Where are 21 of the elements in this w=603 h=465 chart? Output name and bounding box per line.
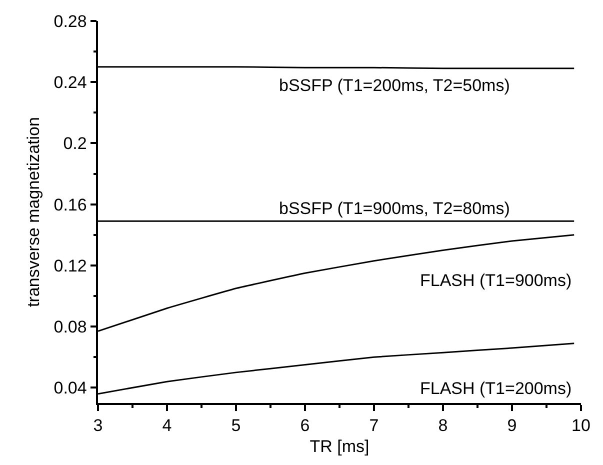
- x-tick-label: 4: [162, 416, 172, 436]
- x-axis-title: TR [ms]: [310, 437, 370, 456]
- y-axis-title: transverse magnetization: [24, 117, 43, 307]
- x-tick-label: 5: [231, 416, 241, 436]
- y-tick-label: 0.08: [54, 318, 87, 337]
- y-tick-label: 0.12: [54, 256, 87, 276]
- y-tick-label: 0.04: [54, 378, 87, 398]
- y-tick-label: 0.2: [63, 134, 87, 154]
- x-tick-label: 8: [438, 416, 448, 436]
- series-label: FLASH (T1=200ms): [420, 379, 572, 398]
- x-tick-label: 10: [572, 416, 590, 436]
- y-tick-label: 0.16: [54, 195, 87, 214]
- x-tick-label: 6: [300, 416, 310, 436]
- x-tick-label: 7: [369, 416, 379, 436]
- y-tick-label: 0.28: [54, 12, 87, 31]
- x-tick-label: 3: [93, 416, 103, 436]
- series-label: bSSFP (T1=200ms, T2=50ms): [279, 76, 510, 95]
- y-tick-label: 0.24: [54, 73, 87, 92]
- series-label: FLASH (T1=900ms): [420, 271, 572, 290]
- series-label: bSSFP (T1=900ms, T2=80ms): [279, 199, 510, 218]
- x-tick-label: 9: [507, 416, 517, 436]
